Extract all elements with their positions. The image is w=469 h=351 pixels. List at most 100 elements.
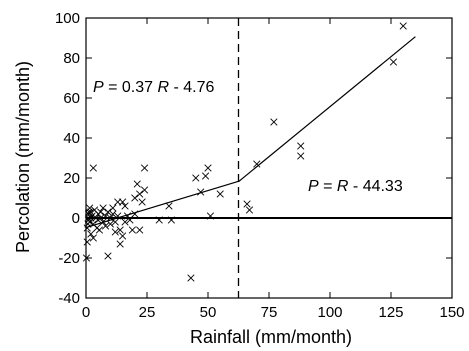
data-point (109, 204, 117, 212)
data-point-stroke (109, 204, 117, 212)
y-tick-label: 80 (63, 50, 80, 67)
data-point-stroke (116, 240, 124, 248)
data-point (297, 152, 305, 160)
data-point-stroke (245, 206, 254, 214)
x-axis-label: Rainfall (mm/month) (190, 327, 352, 347)
data-point-stroke (89, 234, 97, 242)
fit-line-segment-1 (85, 180, 239, 229)
data-point-stroke (389, 58, 398, 66)
data-point-stroke (109, 210, 117, 218)
data-point (140, 186, 149, 194)
data-point-stroke (90, 206, 99, 214)
x-tick-label: 150 (439, 304, 464, 321)
x-tick-label: 75 (261, 304, 278, 321)
data-point (83, 238, 91, 246)
data-point (118, 232, 127, 240)
data-point (138, 198, 146, 206)
data-point (118, 198, 127, 206)
equation-left-segment: P = 0.37 R - 4.76 (93, 79, 215, 96)
data-point-stroke (192, 174, 200, 182)
y-tick-label: 20 (63, 170, 80, 187)
data-point-stroke (89, 164, 97, 172)
axes: 0 25 50 75 100 125 150 -40 -20 0 20 40 60 80 100 (55, 10, 465, 321)
data-point-stroke (204, 164, 212, 172)
equation-right-segment: P = R - 44.33 (308, 178, 403, 195)
data-point-stroke (87, 208, 95, 216)
data-point-stroke (95, 226, 104, 234)
x-tick-label: 0 (82, 304, 90, 321)
data-point (86, 218, 94, 226)
data-point-stroke (104, 252, 112, 260)
data-point (104, 252, 112, 260)
data-point-stroke (297, 152, 305, 160)
y-tick-label: 40 (63, 130, 80, 147)
data-point (121, 202, 129, 210)
data-point (201, 172, 210, 180)
data-point (136, 226, 144, 234)
data-point-stroke (187, 274, 195, 282)
data-point-stroke (133, 180, 141, 188)
data-point (187, 274, 195, 282)
data-point (165, 202, 173, 210)
data-point (131, 194, 139, 202)
y-tick-label: -20 (58, 250, 80, 267)
data-point (253, 160, 261, 168)
data-point (101, 222, 110, 230)
data-point-stroke (140, 164, 149, 172)
x-tick-label: 25 (139, 304, 156, 321)
data-point (104, 208, 112, 216)
data-point (89, 164, 97, 172)
data-point-stroke (121, 218, 129, 226)
data-point (111, 228, 119, 236)
data-point-stroke (87, 230, 95, 238)
fit-line-segment-2 (238, 36, 416, 183)
data-point (109, 210, 117, 218)
data-point-stroke (99, 204, 107, 212)
data-point-stroke (253, 160, 261, 168)
data-point (389, 58, 398, 66)
y-tick-label: -40 (58, 290, 80, 307)
data-point (89, 234, 97, 242)
data-point (270, 118, 278, 126)
data-point-stroke (116, 226, 124, 234)
data-point (216, 190, 224, 198)
data-point-stroke (399, 22, 407, 30)
data-point (116, 226, 124, 234)
data-point (87, 208, 95, 216)
data-point-stroke (118, 198, 127, 206)
data-point (197, 188, 205, 196)
data-point-stroke (243, 200, 251, 208)
data-point-stroke (270, 118, 278, 126)
data-point-stroke (121, 202, 129, 210)
data-point-stroke (86, 204, 94, 212)
data-point-stroke (216, 190, 224, 198)
plot-frame (85, 17, 453, 299)
y-axis-label: Percolation (mm/month) (13, 61, 33, 253)
data-point (106, 220, 115, 228)
data-point (136, 190, 144, 198)
fit-lines (85, 36, 416, 229)
data-point (86, 204, 94, 212)
data-point (204, 164, 212, 172)
data-point-stroke (97, 208, 105, 216)
data-point (192, 174, 200, 182)
data-point-stroke (131, 194, 139, 202)
data-point (245, 206, 254, 214)
data-point (95, 226, 104, 234)
data-point-stroke (140, 186, 149, 194)
y-tick-label: 60 (63, 90, 80, 107)
data-point (128, 226, 136, 234)
data-point (297, 142, 305, 150)
data-point (116, 240, 124, 248)
data-point-stroke (86, 218, 94, 226)
y-tick-label: 100 (55, 10, 80, 27)
data-point-stroke (197, 188, 205, 196)
y-tick-label: 0 (72, 210, 80, 227)
data-point (97, 208, 105, 216)
data-point-stroke (118, 232, 127, 240)
data-point (121, 218, 129, 226)
data-point (399, 22, 407, 30)
data-point-stroke (138, 198, 146, 206)
data-point-stroke (111, 218, 119, 226)
